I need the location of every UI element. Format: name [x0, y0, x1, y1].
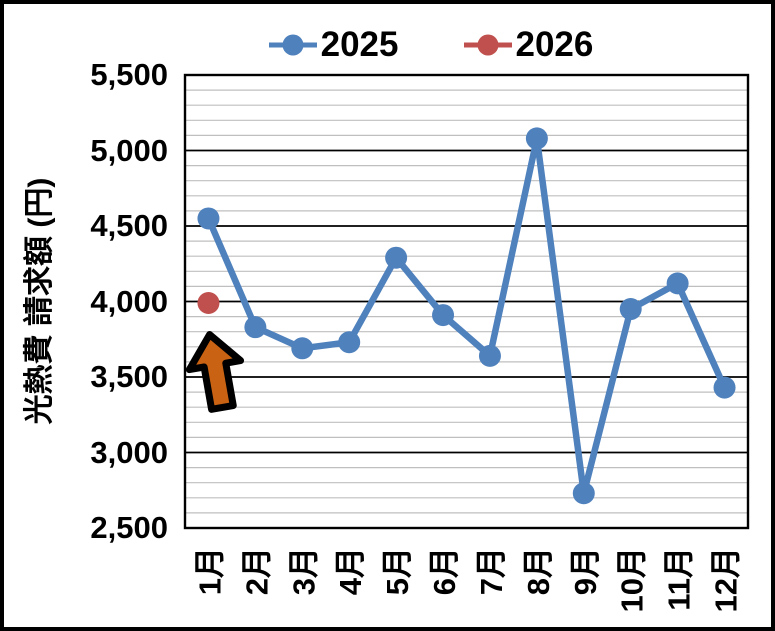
data-point-2025-6月 — [432, 304, 455, 327]
x-tick-label-11月: 11月 — [662, 547, 697, 611]
legend: 2025 2026 — [86, 22, 775, 68]
series-line-2025 — [205, 135, 728, 497]
data-point-2025-12月 — [713, 376, 736, 399]
x-tick-label-6月: 6月 — [427, 547, 462, 595]
x-tick-label-4月: 4月 — [333, 547, 368, 595]
data-point-2025-2月 — [244, 316, 267, 339]
y-tick-label-3,500: 3,500 — [90, 359, 168, 394]
line-marker-icon — [463, 34, 512, 56]
data-point-2025-7月 — [478, 344, 501, 367]
legend-item-2025: 2025 — [268, 25, 399, 65]
legend-label-2026: 2026 — [515, 25, 594, 64]
data-point-2025-8月 — [525, 127, 548, 150]
legend-item-2026: 2026 — [463, 25, 594, 65]
y-tick-label-3,000: 3,000 — [90, 434, 168, 470]
x-tick-label-12月: 12月 — [709, 547, 744, 612]
data-point-2025-10月 — [619, 298, 642, 321]
x-tick-label-8月: 8月 — [521, 547, 556, 595]
up-arrow-annotation — [185, 331, 245, 413]
x-tick-label-7月: 7月 — [474, 547, 509, 595]
x-tick-label-9月: 9月 — [568, 547, 603, 595]
x-tick-label-3月: 3月 — [286, 547, 321, 595]
legend-label-2025: 2025 — [320, 25, 399, 64]
y-tick-label-5,000: 5,000 — [90, 132, 168, 168]
data-point-2025-9月 — [572, 482, 595, 505]
data-point-2025-5月 — [385, 246, 408, 269]
plot-border — [183, 73, 750, 530]
x-tick-label-1月: 1月 — [192, 547, 227, 595]
x-tick-label-5月: 5月 — [380, 547, 415, 595]
y-tick-label-4,000: 4,000 — [90, 283, 168, 319]
y-tick-label-4,500: 4,500 — [90, 208, 168, 243]
data-point-2025-3月 — [291, 337, 314, 360]
line-marker-icon — [268, 34, 317, 56]
x-tick-label-10月: 10月 — [615, 547, 650, 612]
y-tick-label-2,500: 2,500 — [90, 510, 168, 545]
data-point-2025-1月 — [197, 207, 220, 230]
y-tick-label-5,500: 5,500 — [90, 57, 168, 92]
data-point-2025-11月 — [666, 272, 689, 295]
data-point-2025-4月 — [338, 331, 361, 354]
x-tick-label-2月: 2月 — [239, 547, 274, 595]
data-point-2026-1月 — [197, 292, 220, 315]
